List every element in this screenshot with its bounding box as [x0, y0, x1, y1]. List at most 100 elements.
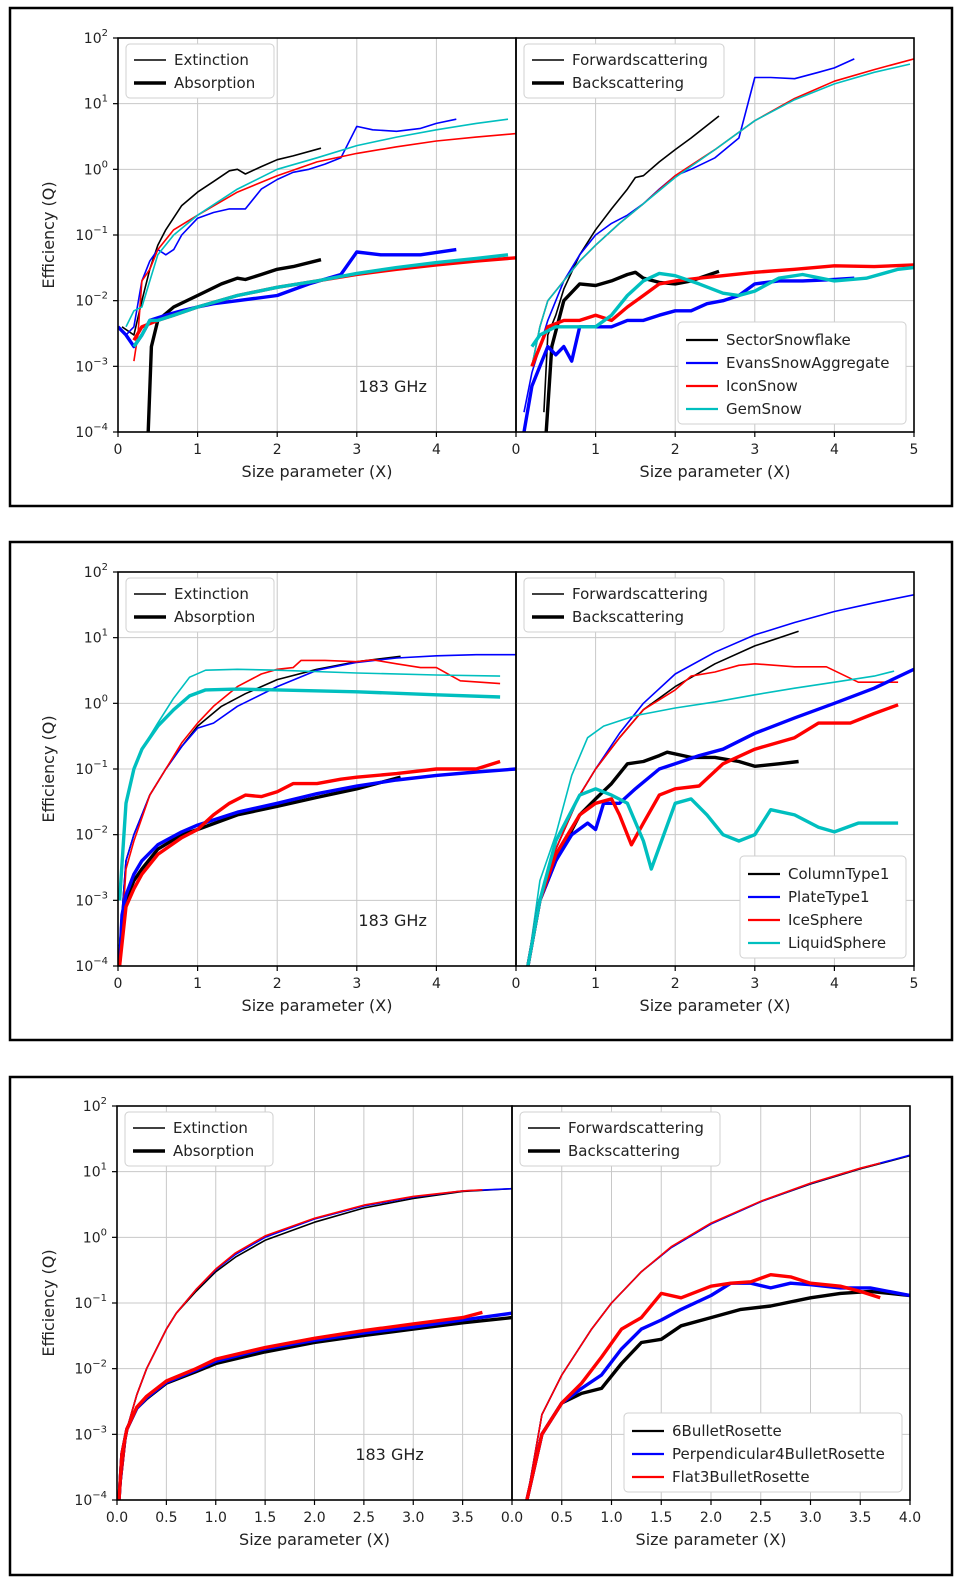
y-tick-label: 100: [84, 693, 108, 712]
series-line-6: [118, 767, 516, 966]
axes-box: [515, 37, 915, 433]
series-line-3: [531, 58, 914, 367]
y-tick-base: 10: [75, 959, 93, 975]
series-line-1: [118, 1187, 512, 1500]
y-tick-label: 100: [84, 159, 108, 178]
y-tick-exponent: −4: [93, 422, 108, 433]
series-line-8: [530, 265, 914, 348]
x-tick-label: 4: [432, 442, 441, 458]
legend-label: Perpendicular4BulletRosette: [672, 1445, 885, 1463]
y-tick-label: 10−2: [75, 291, 108, 310]
series-line-4: [527, 670, 895, 966]
series-group: [118, 118, 516, 432]
legend-label: Forwardscattering: [572, 585, 708, 603]
panel-frame-3: [8, 1075, 954, 1577]
x-tick-label: 5: [910, 442, 919, 458]
y-tick-exponent: −4: [93, 956, 108, 967]
legend-label: EvansSnowAggregate: [726, 354, 890, 372]
series-group: [117, 1187, 512, 1500]
x-tick-label: 1.5: [254, 1510, 276, 1526]
legend-box: [523, 577, 725, 633]
x-tick-label: 1: [193, 976, 202, 992]
x-tick-label: 0.5: [155, 1510, 177, 1526]
y-tick-base: 10: [74, 1362, 92, 1378]
legend-label: Absorption: [174, 608, 255, 626]
y-tick-base: 10: [84, 97, 102, 113]
y-tick-exponent: −1: [93, 225, 108, 236]
x-axis-label: Size parameter (X): [242, 462, 393, 481]
x-tick-label: 4: [830, 976, 839, 992]
x-tick-label: 1: [193, 442, 202, 458]
series-line-7: [530, 263, 914, 367]
y-tick-label: 10−3: [75, 890, 108, 909]
y-tick-base: 10: [75, 359, 93, 375]
series-line-3: [526, 1162, 881, 1500]
x-axis-label: Size parameter (X): [640, 462, 791, 481]
series-line-7: [526, 703, 899, 966]
x-tick-label: 0.0: [501, 1510, 523, 1526]
legend-label: Flat3BulletRosette: [672, 1468, 810, 1486]
y-tick-label: 102: [84, 562, 108, 581]
series-group: [522, 58, 914, 432]
series-line-6: [522, 276, 855, 432]
legend-label: IconSnow: [726, 377, 798, 395]
x-tick-label: 3.0: [799, 1510, 821, 1526]
legend-line-style: Forwardscattering Backscattering: [523, 43, 725, 99]
y-tick-base: 10: [84, 565, 102, 581]
y-tick-exponent: −3: [93, 890, 108, 901]
x-tick-label: 0: [512, 976, 521, 992]
frequency-annotation: 183 GHz: [358, 377, 426, 396]
y-tick-base: 10: [75, 762, 93, 778]
y-tick-base: 10: [84, 31, 102, 47]
y-tick-base: 10: [75, 228, 93, 244]
x-tick-label: 2.5: [353, 1510, 375, 1526]
y-tick-label: 10−4: [75, 422, 108, 441]
legend-label: ColumnType1: [788, 865, 889, 883]
y-tick-exponent: 2: [102, 28, 108, 39]
x-tick-label: 3: [352, 442, 361, 458]
legend-box: [623, 1412, 903, 1493]
y-tick-label: 102: [83, 1096, 107, 1115]
x-tick-label: 3: [750, 442, 759, 458]
series-line-8: [526, 787, 899, 966]
x-tick-label: 2: [273, 442, 282, 458]
legend-label: Absorption: [174, 74, 255, 92]
series-line-4: [531, 63, 911, 367]
x-tick-label: 0.5: [551, 1510, 573, 1526]
y-tick-label: 10−1: [74, 1293, 107, 1312]
y-axis-label: Efficiency (Q): [39, 715, 58, 822]
series-line-3: [527, 663, 899, 966]
x-tick-label: 1.0: [600, 1510, 622, 1526]
x-tick-label: 0.0: [106, 1510, 128, 1526]
x-tick-label: 2.5: [750, 1510, 772, 1526]
x-tick-label: 4.0: [899, 1510, 921, 1526]
x-tick-label: 3.0: [402, 1510, 424, 1526]
x-tick-label: 2: [671, 442, 680, 458]
y-tick-exponent: 1: [102, 94, 108, 105]
legend-label: PlateType1: [788, 888, 870, 906]
x-tick-label: 4: [830, 442, 839, 458]
y-tick-exponent: −2: [93, 825, 108, 836]
series-line-5: [544, 269, 720, 432]
y-tick-exponent: −2: [92, 1359, 107, 1370]
legend-box: [519, 1111, 721, 1167]
legend-label: Extinction: [174, 51, 249, 69]
series-line-4: [117, 1315, 512, 1500]
plot-bottom-right: 0.0 0.5 1.0 1.5 2.0 2.5 3.0 3.5 4.0 Size paramete…: [501, 1105, 921, 1549]
series-line-3: [118, 659, 501, 966]
plot-middle-right: 0 1 2 3 4 5 Size parameter (X) Forwardscatterin…: [512, 571, 918, 1015]
y-tick-base: 10: [75, 893, 93, 909]
y-tick-base: 10: [83, 1165, 101, 1181]
series-line-8: [132, 253, 509, 348]
legend-label: Extinction: [174, 585, 249, 603]
y-tick-exponent: 1: [102, 628, 108, 639]
y-tick-label: 10−4: [74, 1490, 107, 1509]
series-line-4: [525, 1289, 910, 1500]
series-line-6: [118, 247, 457, 349]
x-tick-label: 2.0: [700, 1510, 722, 1526]
legend-line-style: Extinction Absorption: [125, 577, 275, 633]
x-tick-label: 1: [591, 442, 600, 458]
panel-frame-1: [8, 6, 954, 508]
legend-box: [677, 321, 907, 425]
x-tick-label: 3: [352, 976, 361, 992]
